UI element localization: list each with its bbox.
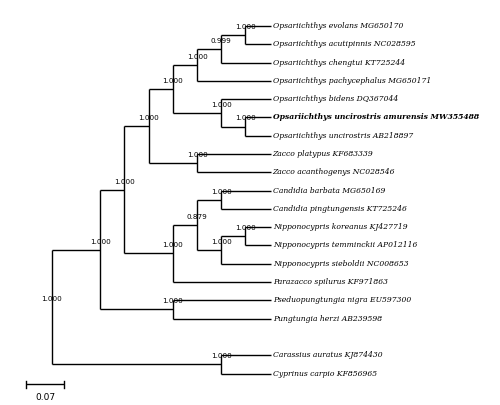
Text: Cyprinus carpio KF856965: Cyprinus carpio KF856965 [272,369,377,377]
Text: 1.000: 1.000 [186,54,208,60]
Text: 0.999: 0.999 [211,38,232,44]
Text: Opsariichthys uncirostris AB218897: Opsariichthys uncirostris AB218897 [272,132,413,140]
Text: Carassius auratus KJ874430: Carassius auratus KJ874430 [272,351,382,359]
Text: Candidia barbata MG650169: Candidia barbata MG650169 [272,187,385,195]
Text: Opsariichthys evolans MG650170: Opsariichthys evolans MG650170 [272,22,403,30]
Text: 1.000: 1.000 [90,239,110,245]
Text: 1.000: 1.000 [211,189,232,195]
Text: 1.000: 1.000 [211,102,232,108]
Text: Opsariichthys pachycephalus MG650171: Opsariichthys pachycephalus MG650171 [272,77,431,85]
Text: 1.000: 1.000 [211,353,232,359]
Text: Nipponocypris sieboldii NC008653: Nipponocypris sieboldii NC008653 [272,260,408,268]
Text: 1.000: 1.000 [114,179,135,185]
Text: 1.000: 1.000 [42,296,62,302]
Text: Zacco platypus KF683339: Zacco platypus KF683339 [272,150,374,158]
Text: Opsariichthys uncirostris amurensis MW355488: Opsariichthys uncirostris amurensis MW35… [272,113,479,121]
Text: 1.000: 1.000 [162,242,183,248]
Text: Pseduopungtungia nigra EU597300: Pseduopungtungia nigra EU597300 [272,296,411,304]
Text: 0.879: 0.879 [186,214,208,220]
Text: 1.000: 1.000 [235,115,256,122]
Text: Pungtungia herzi AB239598: Pungtungia herzi AB239598 [272,315,382,323]
Text: Nipponocypris temminckii AP012116: Nipponocypris temminckii AP012116 [272,241,417,249]
Text: Candidia pingtungensis KT725246: Candidia pingtungensis KT725246 [272,205,406,213]
Text: Zacco acanthogenys NC028546: Zacco acanthogenys NC028546 [272,168,395,176]
Text: Opsariichthys bidens DQ367044: Opsariichthys bidens DQ367044 [272,95,398,103]
Text: Parazacco spilurus KF971863: Parazacco spilurus KF971863 [272,278,388,286]
Text: 1.000: 1.000 [211,239,232,245]
Text: 1.000: 1.000 [235,225,256,231]
Text: 1.000: 1.000 [235,24,256,30]
Text: 1.000: 1.000 [138,115,159,121]
Text: Opsariichthys chengtui KT725244: Opsariichthys chengtui KT725244 [272,59,405,66]
Text: 1.000: 1.000 [186,152,208,158]
Text: Opsariichthys acutipinnis NC028595: Opsariichthys acutipinnis NC028595 [272,40,416,48]
Text: 1.000: 1.000 [162,78,183,84]
Text: 1.000: 1.000 [162,298,183,305]
Text: Nipponocypris koreanus KJ427719: Nipponocypris koreanus KJ427719 [272,223,407,231]
Text: 0.07: 0.07 [35,393,55,402]
